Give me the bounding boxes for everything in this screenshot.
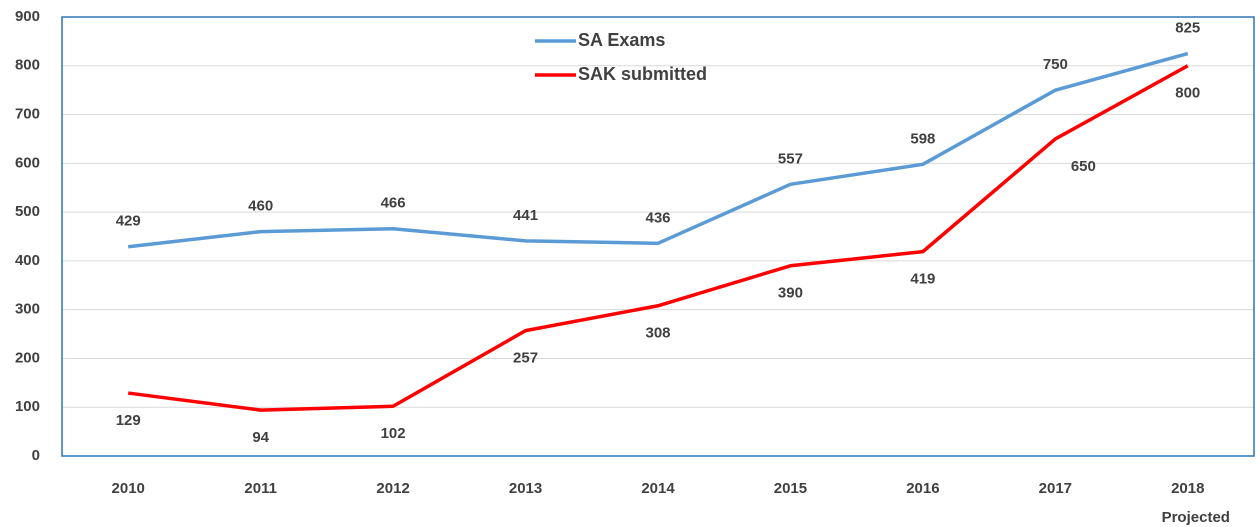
- series-line: [128, 51, 1189, 249]
- x-tick-label: 2017: [1039, 480, 1072, 497]
- x-tick-label: 2016: [906, 480, 939, 497]
- y-tick-label: 100: [15, 398, 40, 415]
- y-tick-label: 500: [15, 203, 40, 220]
- y-tick-label: 300: [15, 301, 40, 318]
- data-label: 129: [116, 412, 141, 429]
- data-label: 460: [248, 198, 273, 215]
- y-tick-label: 900: [15, 8, 40, 25]
- x-tick-label: 2012: [376, 480, 409, 497]
- data-label: 308: [645, 325, 670, 342]
- data-label: 800: [1175, 85, 1200, 102]
- data-label: 94: [252, 429, 269, 446]
- y-tick-label: 200: [15, 349, 40, 366]
- data-label: 750: [1043, 56, 1068, 73]
- x-tick-label: 2010: [112, 480, 145, 497]
- x-tick-label: 2013: [509, 480, 542, 497]
- series-line: [127, 64, 1189, 412]
- legend-label: SAK submitted: [578, 64, 707, 84]
- legend: SA Exams SAK submitted: [535, 30, 707, 84]
- data-label: 598: [910, 130, 935, 147]
- data-label: 436: [645, 209, 670, 226]
- data-label: 466: [381, 195, 406, 212]
- y-tick-label: 700: [15, 106, 40, 123]
- x-tick-label: 2018: [1171, 480, 1204, 497]
- plot-frame: [61, 16, 1255, 457]
- x-tick-label: 2015: [774, 480, 807, 497]
- data-label: 419: [910, 271, 935, 288]
- data-label: 390: [778, 285, 803, 302]
- data-label: 441: [513, 207, 538, 224]
- data-label: 825: [1175, 20, 1200, 37]
- y-tick-label: 600: [15, 154, 40, 171]
- data-label: 429: [116, 213, 141, 230]
- data-label: 257: [513, 350, 538, 367]
- y-tick-label: 800: [15, 57, 40, 74]
- data-label: 102: [381, 425, 406, 442]
- x-tick-label: 2011: [244, 480, 277, 497]
- x-annotation: Projected: [1162, 509, 1230, 526]
- data-label: 557: [778, 150, 803, 167]
- y-tick-label: 0: [32, 447, 40, 464]
- legend-label: SA Exams: [578, 30, 665, 50]
- y-tick-label: 400: [15, 252, 40, 269]
- x-tick-label: 2014: [641, 480, 675, 497]
- data-label: 650: [1071, 158, 1096, 175]
